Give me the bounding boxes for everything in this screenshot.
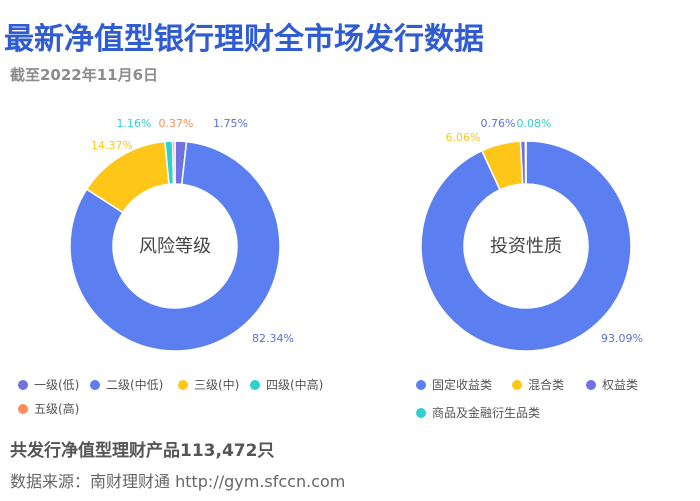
donut-0-slice-1 (69, 140, 281, 352)
legend-1-marker-2 (586, 379, 596, 390)
page-subtitle: 截至2022年11月6日 (10, 66, 159, 84)
legend-1-marker-1 (512, 379, 522, 390)
data-source-text: 数据来源：南财理财通 http://gym.sfccn.com (10, 472, 346, 491)
legend-0-item-2[interactable]: 三级(中) (178, 376, 239, 393)
legend-1-item-3[interactable]: 商品及金融衍生品类 (416, 404, 540, 421)
donut-1-value-label-1: 6.06% (446, 131, 481, 144)
legend-1-marker-0 (416, 379, 426, 390)
legend-1-item-1[interactable]: 混合类 (512, 376, 564, 393)
donut-0-value-label-3: 1.16% (117, 117, 152, 130)
donut-0-value-label-2: 14.37% (91, 139, 133, 152)
legend-0-label-4: 五级(高) (34, 402, 80, 416)
legend-1-label-0: 固定收益类 (432, 378, 493, 392)
legend-0-item-1[interactable]: 二级(中低) (90, 376, 163, 393)
legend-1-item-2[interactable]: 权益类 (586, 376, 638, 393)
legend-0-marker-0 (18, 379, 28, 390)
legend-0-item-0[interactable]: 一级(低) (18, 376, 79, 393)
donut-1-value-label-3: 0.08% (517, 117, 552, 130)
donut-1-value-label-2: 0.76% (481, 117, 516, 130)
donut-0-center-label: 风险等级 (139, 236, 211, 257)
legend-1-label-3: 商品及金融衍生品类 (432, 406, 541, 420)
legend-0-marker-4 (18, 403, 28, 414)
legend-1-label-2: 权益类 (602, 378, 639, 392)
legend-1-item-0[interactable]: 固定收益类 (416, 376, 492, 393)
donut-0-value-label-4: 0.37% (159, 117, 194, 130)
donut-1-slice-3 (524, 140, 527, 185)
legend-0-marker-1 (90, 379, 100, 390)
donut-0-value-label-0: 1.75% (213, 117, 248, 130)
legend-0-marker-2 (178, 379, 188, 390)
donut-1-slice-0 (420, 140, 632, 352)
legend-0-marker-3 (250, 379, 260, 390)
page-title: 最新净值型银行理财全市场发行数据 (4, 22, 484, 57)
legend-0-label-1: 二级(中低) (106, 378, 164, 392)
legend-0-label-3: 四级(中高) (266, 378, 324, 392)
donut-1-center-label: 投资性质 (490, 236, 562, 257)
donut-0-slice-4 (171, 140, 176, 185)
legend-1-label-1: 混合类 (528, 378, 565, 392)
legend-1-marker-3 (416, 407, 426, 418)
donut-0-value-label-1: 82.34% (252, 332, 294, 345)
donut-1-value-label-0: 93.09% (601, 332, 643, 345)
legend-0-item-4[interactable]: 五级(高) (18, 400, 79, 417)
legend-0-label-0: 一级(低) (34, 378, 80, 392)
legend-0-item-3[interactable]: 四级(中高) (250, 376, 323, 393)
total-products-text: 共发行净值型理财产品113,472只 (10, 441, 275, 461)
legend-0-label-2: 三级(中) (194, 378, 240, 392)
